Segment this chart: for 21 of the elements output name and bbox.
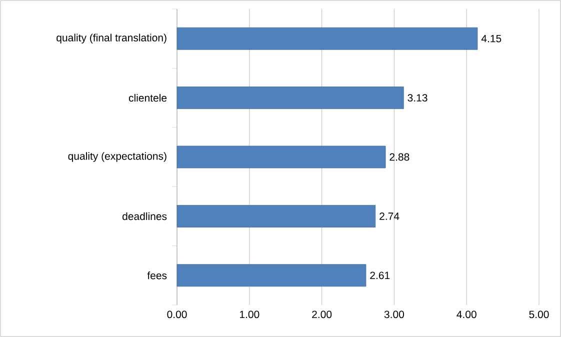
y-tick-label: fees <box>147 272 167 280</box>
x-tick-label: 1.00 <box>240 310 260 318</box>
x-tick-label: 5.00 <box>529 310 549 318</box>
x-tick-label: 3.00 <box>384 310 404 318</box>
y-tick-label: clientele <box>128 94 167 102</box>
data-label: 2.74 <box>380 212 400 220</box>
bar <box>176 86 404 109</box>
data-label: 4.15 <box>481 34 502 42</box>
data-label: 2.88 <box>390 153 410 161</box>
y-tick-label: quality (final translation) <box>56 34 166 44</box>
bar <box>176 146 386 168</box>
bar <box>176 27 478 50</box>
y-tick-label: deadlines <box>122 212 167 220</box>
bar <box>176 205 376 228</box>
x-tick-label: 2.00 <box>312 310 332 318</box>
data-label: 3.13 <box>408 94 428 102</box>
x-tick-label: 4.00 <box>456 310 476 318</box>
x-tick-label: 0.00 <box>167 310 187 318</box>
y-tick-label: quality (expectations) <box>68 152 166 162</box>
data-label: 2.61 <box>370 272 390 280</box>
bar <box>176 264 366 287</box>
